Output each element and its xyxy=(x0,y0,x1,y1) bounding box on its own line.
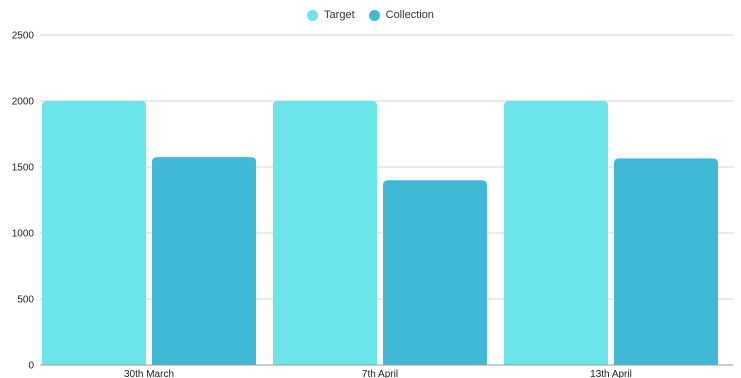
y-tick-label: 1000 xyxy=(12,229,35,240)
bar-collection-0[interactable] xyxy=(152,157,256,365)
x-axis: 30th March 7th April 13th April xyxy=(40,364,733,378)
bar-target-0[interactable] xyxy=(42,101,146,365)
y-tick-label: 0 xyxy=(28,361,34,372)
y-axis: 0 500 1000 1500 2000 2500 xyxy=(12,31,35,372)
x-tick-label: 13th April xyxy=(590,369,632,378)
bar-target-1[interactable] xyxy=(273,101,377,365)
legend-label-target: Target xyxy=(324,9,355,21)
x-tick-label: 30th March xyxy=(124,369,174,378)
y-tick-label: 1500 xyxy=(12,163,35,174)
y-tick-label: 500 xyxy=(17,295,34,306)
legend-item-collection[interactable]: Collection xyxy=(368,9,434,21)
y-tick-label: 2500 xyxy=(12,31,35,42)
legend-swatch-target xyxy=(307,9,319,21)
chart-legend: Target Collection xyxy=(0,9,741,21)
bar-collection-2[interactable] xyxy=(614,158,718,365)
legend-label-collection: Collection xyxy=(385,9,434,21)
y-tick-label: 2000 xyxy=(12,97,35,108)
x-tick-label: 7th April xyxy=(362,369,398,378)
bar-collection-1[interactable] xyxy=(383,180,487,365)
bar-target-2[interactable] xyxy=(504,101,608,365)
legend-swatch-collection xyxy=(368,9,380,21)
legend-item-target[interactable]: Target xyxy=(307,9,355,21)
bars xyxy=(42,101,718,365)
